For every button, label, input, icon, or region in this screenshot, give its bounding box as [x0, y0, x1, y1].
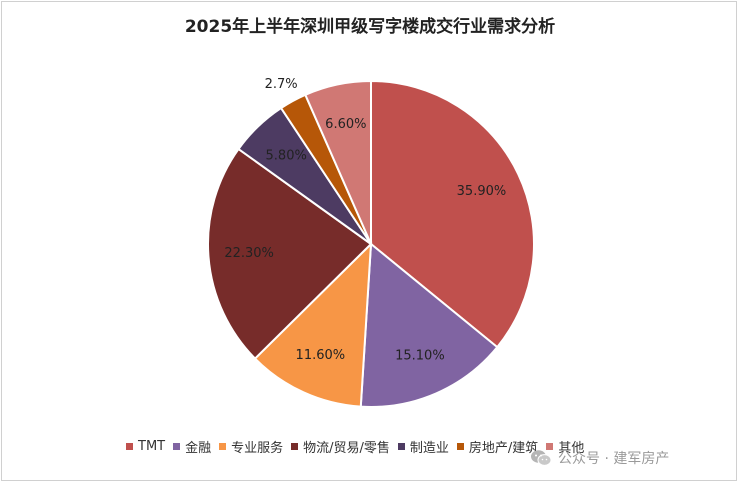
- chart-title: 2025年上半年深圳甲级写字楼成交行业需求分析: [184, 17, 556, 37]
- legend-item-6: 其他: [546, 437, 584, 456]
- pie-slice-2: [253, 241, 373, 408]
- legend-label-5: 房地产/建筑: [468, 441, 539, 456]
- watermark: 公众号 · 建军房产: [530, 448, 669, 468]
- legend-swatch-4: [397, 443, 405, 450]
- legend-label-2: 专业服务: [231, 441, 284, 456]
- legend-swatch-1: [173, 443, 181, 450]
- legend-item-0: TMT: [126, 439, 165, 454]
- pie-slice-3: [207, 147, 373, 360]
- legend-item-4: 制造业: [397, 437, 449, 456]
- legend-label-4: 制造业: [409, 441, 449, 456]
- pie-slice-0: [370, 79, 535, 349]
- legend-swatch-0: [126, 443, 133, 450]
- watermark-text: 公众号 · 建军房产: [558, 451, 670, 467]
- chart-legend: TMT 金融 专业服务 物流/贸易/零售 制造业 房地产/建筑 其他: [126, 437, 592, 456]
- legend-item-3: 物流/贸易/零售: [291, 437, 390, 456]
- legend-item-2: 专业服务: [219, 437, 283, 456]
- data-label-3: 22.30%: [224, 246, 274, 261]
- data-label-5: 2.7%: [265, 77, 298, 92]
- wechat-icon: [531, 450, 552, 466]
- data-label-0: 35.90%: [457, 184, 507, 199]
- pie-data-labels: 35.90% 15.10% 11.60% 22.30% 5.80% 2.7% 6.60%: [224, 77, 506, 363]
- legend-label-3: 物流/贸易/零售: [303, 441, 390, 456]
- legend-swatch-3: [291, 443, 299, 450]
- pie-slice-1: [359, 241, 499, 408]
- legend-swatch-2: [219, 443, 227, 450]
- data-label-1: 15.10%: [395, 349, 445, 364]
- data-label-4: 5.80%: [266, 148, 307, 163]
- legend-label-6: 其他: [558, 441, 585, 456]
- data-label-6: 6.60%: [325, 117, 366, 132]
- legend-label-0: TMT: [138, 439, 166, 454]
- pie-slice-6: [304, 79, 372, 245]
- data-label-2: 11.60%: [296, 348, 346, 363]
- legend-item-5: 房地产/建筑: [456, 437, 539, 456]
- legend-item-1: 金融: [173, 437, 211, 456]
- legend-swatch-5: [456, 443, 464, 450]
- legend-label-1: 金融: [185, 441, 212, 456]
- legend-swatch-6: [546, 443, 554, 450]
- pie-slices: [207, 79, 535, 408]
